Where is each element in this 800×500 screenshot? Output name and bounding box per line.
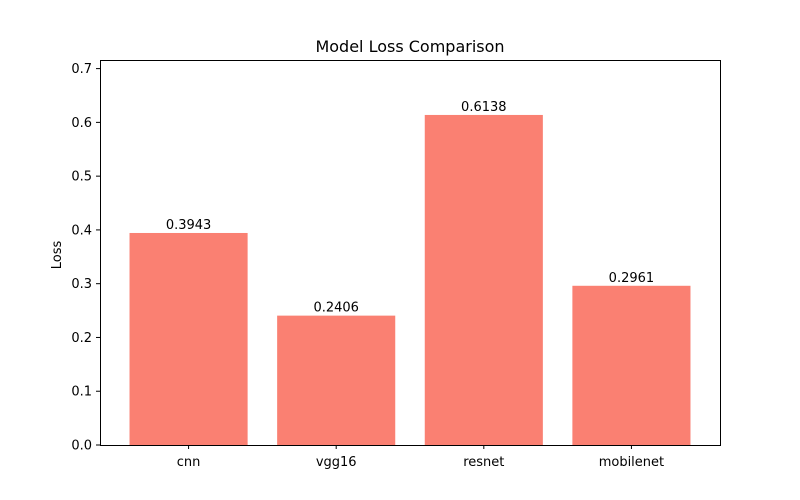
y-tick-label: 0.3 [71,277,92,292]
x-axis-ticks: cnn vgg16 resnet mobilenet [177,445,664,470]
bar-cnn [129,232,248,445]
y-tick-label: 0.1 [71,385,92,400]
y-axis-label: Loss [50,241,65,270]
bar-value-label: 0.2961 [609,271,655,286]
y-axis-ticks: 0.0 0.1 0.2 0.3 0.4 0.5 0.6 0.7 [71,62,100,454]
bar-value-label: 0.3943 [166,218,212,233]
y-tick-label: 0.4 [71,223,92,238]
bar-value-label: 0.2406 [313,301,359,316]
y-tick-label: 0.6 [71,116,92,131]
y-tick-label: 0.7 [71,62,92,77]
plot-frame [100,60,721,446]
bars-group: 0.3943 0.2406 0.6138 0.2961 [129,100,691,445]
chart-title: Model Loss Comparison [315,37,504,56]
x-tick-label: mobilenet [599,455,664,470]
bar-value-label: 0.6138 [461,100,507,115]
y-tick-label: 0.5 [71,170,92,185]
x-tick-label: cnn [177,455,201,470]
bar-vgg16 [277,315,396,445]
y-tick-label: 0.2 [71,331,92,346]
bar-mobilenet [572,285,691,445]
bar-resnet [424,114,543,445]
x-tick-label: vgg16 [316,455,357,470]
y-tick-label: 0.0 [71,439,92,454]
x-tick-label: resnet [463,455,504,470]
